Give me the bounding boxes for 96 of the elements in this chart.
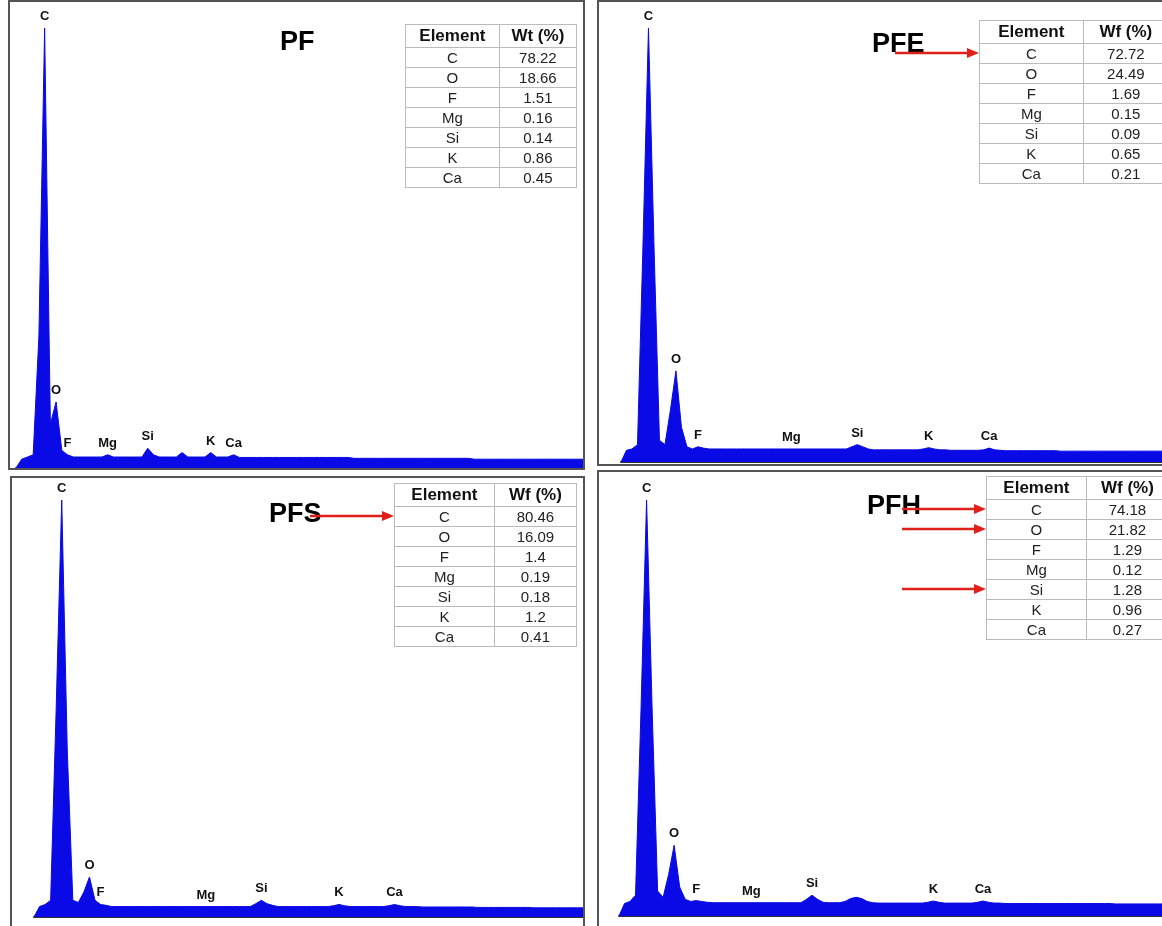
category-label: C [39, 8, 50, 23]
category-label: Ca [986, 619, 1087, 640]
category-label: Si [979, 123, 1084, 144]
text: Element [986, 476, 1087, 500]
category-label: O [51, 382, 62, 397]
data-label: 0.41 [494, 626, 577, 647]
data-label: 80.46 [494, 506, 577, 527]
category-label: K [986, 599, 1087, 620]
category-label: Mg [405, 107, 500, 128]
data-label: 1.69 [1083, 83, 1162, 104]
category-label: F [405, 87, 500, 108]
data-label: 72.72 [1083, 43, 1162, 64]
category-label: C [986, 499, 1087, 520]
data-label: 0.16 [499, 107, 577, 128]
data-label: 0.96 [1086, 599, 1162, 620]
category-label: C [405, 47, 500, 68]
category-label: K [928, 881, 939, 897]
data-label: 0.09 [1083, 123, 1162, 144]
category-label: Ca [386, 884, 403, 900]
text: Wf (%) [494, 483, 577, 507]
category-label: Mg [979, 103, 1084, 124]
data-label: 0.45 [499, 167, 577, 188]
category-label: C [641, 480, 652, 495]
data-label: 0.19 [494, 566, 577, 587]
category-label: K [924, 427, 934, 443]
data-label: 0.15 [1083, 103, 1162, 124]
data-label: 24.49 [1083, 63, 1162, 84]
category-label: Ca [979, 163, 1084, 184]
category-label: F [394, 546, 495, 567]
chart-title: PFH [867, 489, 921, 520]
category-label: Mg [196, 886, 216, 902]
category-label: O [670, 350, 682, 366]
category-label: K [206, 432, 216, 448]
category-label: Si [255, 880, 268, 896]
category-label: F [979, 83, 1084, 104]
category-label: Ca [974, 881, 992, 897]
data-label: 21.82 [1086, 519, 1162, 540]
category-label: K [979, 143, 1084, 164]
data-label: 1.51 [499, 87, 577, 108]
category-label: Si [141, 428, 154, 444]
chart-title: PFS [269, 497, 322, 528]
category-label: Mg [986, 559, 1087, 580]
category-label: O [394, 526, 495, 547]
category-label: O [84, 856, 95, 872]
data-label: 1.28 [1086, 579, 1162, 600]
category-label: Si [805, 875, 819, 891]
data-label: 0.65 [1083, 143, 1162, 164]
category-label: Si [405, 127, 500, 148]
data-label: 1.29 [1086, 539, 1162, 560]
category-label: Mg [741, 882, 761, 898]
category-label: Si [394, 586, 495, 607]
category-label: C [979, 43, 1084, 64]
data-label: 0.21 [1083, 163, 1162, 184]
category-label: K [334, 884, 344, 900]
category-label: O [405, 67, 500, 88]
text: Wf (%) [1086, 476, 1162, 500]
category-label: F [96, 884, 105, 900]
category-label: C [394, 506, 495, 527]
chart-title: PFE [872, 27, 925, 58]
category-label: K [394, 606, 495, 627]
chart-title: PF [280, 25, 315, 56]
category-label: Mg [781, 428, 801, 444]
data-label: 0.14 [499, 127, 577, 148]
text: Element [979, 20, 1084, 44]
data-label: 1.2 [494, 606, 577, 627]
category-label: C [57, 480, 67, 495]
category-label: O [986, 519, 1087, 540]
category-label: O [979, 63, 1084, 84]
category-label: F [693, 426, 702, 442]
category-label: C [643, 8, 654, 23]
text: Element [394, 483, 495, 507]
category-label: Ca [225, 434, 242, 450]
text: Wf (%) [1083, 20, 1162, 44]
data-label: 18.66 [499, 67, 577, 88]
data-label: 0.12 [1086, 559, 1162, 580]
category-label: K [405, 147, 500, 168]
category-label: F [692, 880, 701, 896]
category-label: F [63, 434, 72, 450]
data-label: 16.09 [494, 526, 577, 547]
data-label: 78.22 [499, 47, 577, 68]
category-label: Si [851, 424, 864, 440]
category-label: Ca [394, 626, 495, 647]
text: Wt (%) [499, 24, 577, 48]
data-label: 74.18 [1086, 499, 1162, 520]
data-label: 0.18 [494, 586, 577, 607]
data-label: 0.27 [1086, 619, 1162, 640]
category-label: Ca [405, 167, 500, 188]
text: Element [405, 24, 500, 48]
data-label: 1.4 [494, 546, 577, 567]
data-label: 0.86 [499, 147, 577, 168]
category-label: Mg [394, 566, 495, 587]
category-label: F [986, 539, 1087, 560]
category-label: Mg [98, 434, 118, 450]
category-label: Ca [980, 428, 998, 444]
category-label: Si [986, 579, 1087, 600]
category-label: O [669, 825, 680, 841]
